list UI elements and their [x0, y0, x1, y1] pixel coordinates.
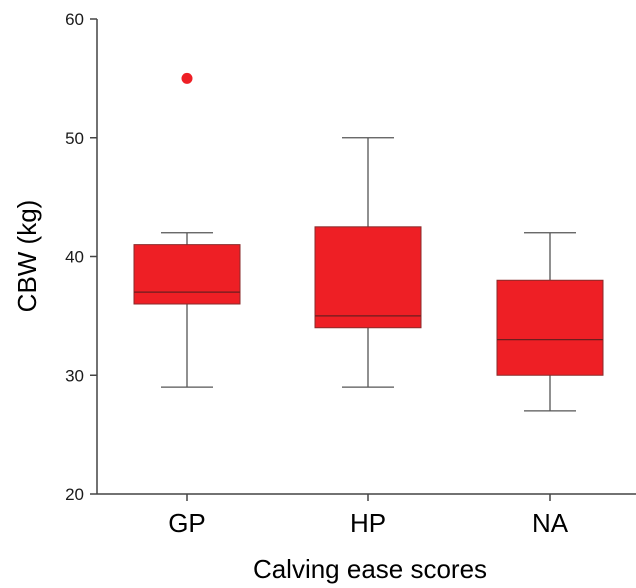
box-group: [133, 72, 241, 388]
y-tick-label: 20: [65, 485, 84, 504]
y-axis-title: CBW (kg): [12, 200, 42, 313]
y-axis: 20 30 40 50 60: [65, 10, 98, 504]
y-tick-label: 40: [65, 248, 84, 267]
x-tick-label: HP: [350, 508, 386, 538]
x-tick-label: GP: [168, 508, 206, 538]
y-tick-label: 60: [65, 10, 84, 29]
x-axis-title: Calving ease scores: [253, 554, 487, 584]
box-group: [314, 137, 422, 388]
box-series: [133, 72, 604, 412]
box-body: [133, 244, 241, 305]
y-tick-label: 30: [65, 366, 84, 385]
outlier-point: [181, 72, 193, 84]
x-axis: GP HP NA: [97, 493, 636, 538]
box-body: [496, 279, 604, 376]
box-group: [496, 232, 604, 412]
x-tick-label: NA: [532, 508, 569, 538]
box-body: [314, 226, 422, 329]
y-tick-label: 50: [65, 129, 84, 148]
